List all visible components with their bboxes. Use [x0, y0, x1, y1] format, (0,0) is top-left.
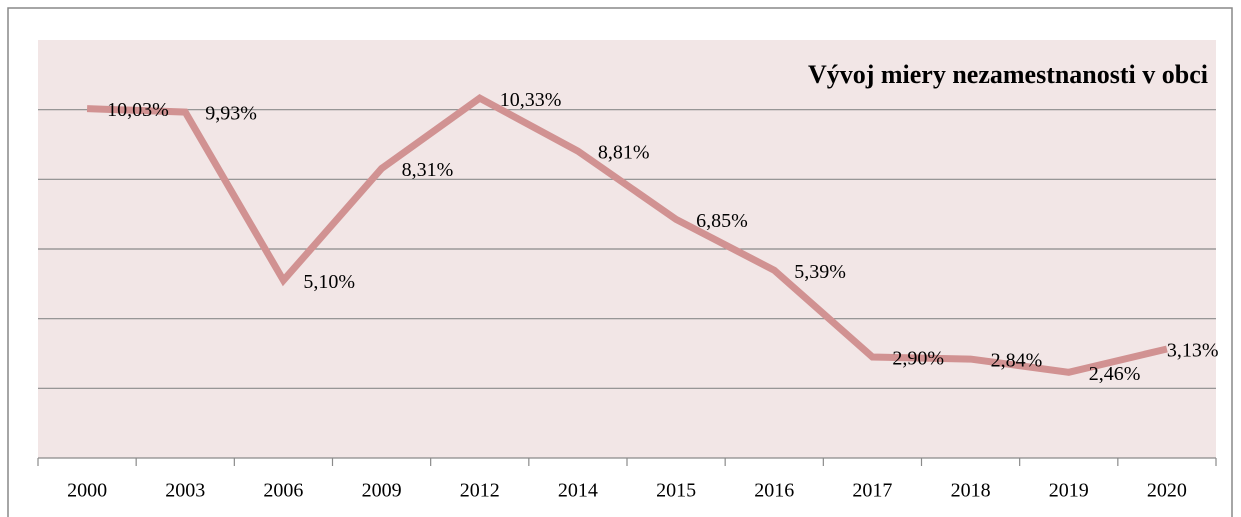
data-label: 2,90% — [892, 348, 944, 370]
x-tick-label: 2000 — [67, 480, 107, 502]
x-tick-label: 2014 — [558, 480, 598, 502]
x-tick-label: 2009 — [362, 480, 402, 502]
data-label: 8,81% — [598, 142, 650, 164]
data-line — [86, 94, 1168, 376]
data-label: 10,03% — [107, 99, 169, 121]
x-tick-label: 2017 — [852, 480, 892, 502]
data-label: 10,33% — [500, 89, 562, 111]
x-tick-label: 2016 — [754, 480, 794, 502]
data-label: 8,31% — [402, 159, 454, 181]
x-tick-label: 2020 — [1147, 480, 1187, 502]
data-label: 5,10% — [303, 271, 355, 293]
data-label: 5,39% — [794, 261, 846, 283]
chart-title: Vývoj miery nezamestnanosti v obci — [808, 60, 1208, 89]
x-tick-label: 2003 — [165, 480, 205, 502]
data-label: 3,13% — [1167, 340, 1219, 362]
data-label: 2,46% — [1089, 363, 1141, 385]
data-label: 9,93% — [205, 103, 257, 125]
x-tick-label: 2012 — [460, 480, 500, 502]
x-tick-label: 2006 — [263, 480, 303, 502]
data-label: 2,84% — [991, 350, 1043, 372]
x-tick-label: 2019 — [1049, 480, 1089, 502]
x-tick-label: 2015 — [656, 480, 696, 502]
data-label: 6,85% — [696, 210, 748, 232]
x-tick-label: 2018 — [951, 480, 991, 502]
